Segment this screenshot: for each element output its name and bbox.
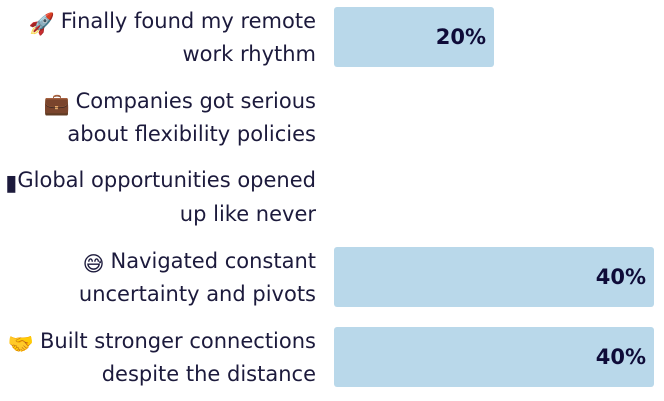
category-label-line-text: Navigated constant <box>110 248 317 273</box>
category-label-line: despite the distance <box>8 359 316 389</box>
rocket-icon: 🚀 <box>28 11 55 36</box>
category-label: ▮Global opportunities opened up like neve… <box>0 165 316 229</box>
broken-glyph-icon: ▮ <box>5 171 18 196</box>
category-label-line-text: Finally found my remote <box>60 8 316 33</box>
category-label-text: 💼 Companies got serious about flexibility … <box>43 86 316 149</box>
value-label: 40% <box>595 345 646 369</box>
bar-row: 🤝 Built stronger connections despite the d… <box>0 325 664 389</box>
briefcase-icon: 💼 <box>43 91 70 116</box>
category-label-line: about flexibility policies <box>43 119 316 149</box>
value-label: 20% <box>435 25 486 49</box>
bar-row: 💼 Companies got serious about flexibility … <box>0 85 664 149</box>
category-label: 🚀 Finally found my remote work rhythm <box>0 5 316 69</box>
bar <box>334 327 654 387</box>
category-label-line-text: work rhythm <box>182 41 317 66</box>
category-label-line-text: up like never <box>179 202 316 226</box>
category-label-text: 🤝 Built stronger connections despite the d… <box>8 326 316 389</box>
category-label-line: 😅 Navigated constant <box>79 246 316 279</box>
category-label-line-text: about flexibility policies <box>67 121 316 146</box>
bar-row: ▮Global opportunities opened up like neve… <box>0 165 664 229</box>
category-label: 🤝 Built stronger connections despite the d… <box>0 325 316 389</box>
bar-row: 😅 Navigated constant uncertainty and pivot… <box>0 245 664 309</box>
category-label-line: ▮Global opportunities opened <box>5 165 316 199</box>
sweat-smile-icon: 😅 <box>82 251 105 276</box>
bar <box>334 7 494 67</box>
category-label-line-text: Global opportunities opened <box>17 168 316 192</box>
handshake-icon: 🤝 <box>7 331 34 356</box>
category-label-text: 🚀 Finally found my remote work rhythm <box>29 6 316 69</box>
category-label-line: 🚀 Finally found my remote <box>29 6 316 39</box>
bar <box>334 247 654 307</box>
category-label-text: ▮Global opportunities opened up like neve… <box>5 165 316 229</box>
value-label: 40% <box>595 265 646 289</box>
category-label-line-text: Built stronger connections <box>39 328 316 353</box>
bar-row: 🚀 Finally found my remote work rhythm 20% <box>0 5 664 69</box>
category-label-line-text: uncertainty and pivots <box>78 281 316 306</box>
category-label-line: work rhythm <box>29 39 317 69</box>
category-label-text: 😅 Navigated constant uncertainty and pivot… <box>79 246 316 309</box>
category-label-line: uncertainty and pivots <box>79 279 316 309</box>
category-label: 😅 Navigated constant uncertainty and pivot… <box>0 245 316 309</box>
category-label-line-text: despite the distance <box>101 361 316 386</box>
category-label-line-text: Companies got serious <box>75 88 316 113</box>
category-label: 💼 Companies got serious about flexibility … <box>0 85 316 149</box>
category-label-line: 💼 Companies got serious <box>43 86 316 119</box>
category-label-line: up like never <box>5 199 316 229</box>
category-label-line: 🤝 Built stronger connections <box>8 326 316 359</box>
